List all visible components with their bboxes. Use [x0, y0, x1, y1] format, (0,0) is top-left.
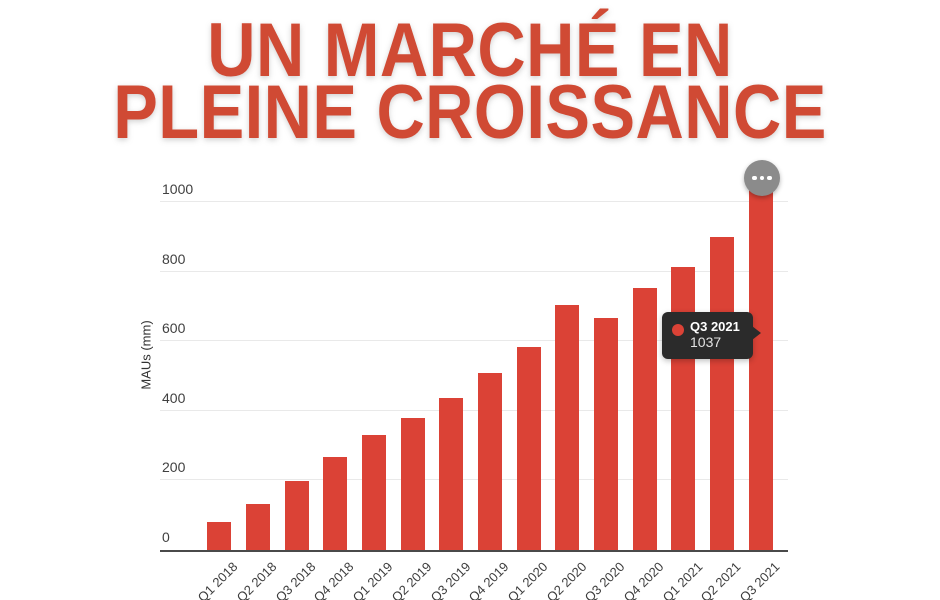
tooltip-value: 1037 [690, 334, 722, 350]
x-tick-label-q3-2021: Q3 2021 [736, 559, 783, 600]
bar-q2-2021[interactable] [710, 237, 735, 550]
bar-q2-2018[interactable] [246, 503, 270, 550]
bar-q3-2019[interactable] [439, 397, 464, 550]
bar-slot [277, 185, 316, 550]
bar-slot [316, 185, 355, 550]
bar-slot [741, 185, 780, 550]
bar-q3-2021[interactable] [748, 189, 773, 550]
y-axis-title: MAUs (mm) [138, 320, 154, 390]
x-tick-slot: Q3 2020 [582, 554, 628, 600]
bar-q2-2019[interactable] [400, 417, 425, 550]
page-title-line1: UN MARCHÉ EN [207, 8, 733, 93]
y-tick-label-1000: 1000 [162, 181, 194, 198]
x-tick-slot: Q3 2021 [736, 554, 782, 600]
bar-slot [548, 185, 587, 550]
bar-q4-2020[interactable] [632, 287, 657, 550]
y-tick-label-400: 400 [162, 389, 186, 406]
bar-slot [239, 185, 278, 550]
y-tick-label-600: 600 [162, 320, 186, 337]
bar-q1-2020[interactable] [516, 347, 541, 550]
bar-slot [703, 185, 742, 550]
bar-slot [432, 185, 471, 550]
bar-slot [509, 185, 548, 550]
gridline-800 [160, 270, 788, 272]
tooltip-series-dot-icon [672, 324, 684, 336]
ellipsis-icon [767, 175, 772, 181]
bar-q3-2018[interactable] [284, 481, 309, 550]
more-options-button[interactable] [744, 160, 780, 196]
bars-container [160, 185, 788, 550]
bar-q4-2018[interactable] [323, 456, 348, 550]
bar-q1-2018[interactable] [207, 522, 232, 550]
gridline-200 [160, 479, 788, 481]
page-title-line2: PLEINE CROISSANCE [113, 70, 827, 155]
x-tick-slot: Q2 2019 [388, 554, 434, 600]
bar-q3-2020[interactable] [594, 317, 619, 550]
tooltip-category-label: Q3 2021 [690, 319, 740, 334]
bar-q1-2021[interactable] [671, 266, 696, 550]
y-tick-label-200: 200 [162, 459, 186, 476]
bar-chart: 0 200 400 600 800 1000 [160, 181, 788, 552]
bar-q2-2020[interactable] [555, 304, 580, 550]
bar-q4-2019[interactable] [478, 372, 503, 550]
chart-tooltip: Q3 2021 1037 [662, 312, 761, 359]
x-tick-slot: Q1 2019 [350, 554, 396, 600]
bar-slot [471, 185, 510, 550]
ellipsis-icon [752, 175, 757, 181]
gridline-1000 [160, 201, 788, 203]
x-tick-slot: Q1 2020 [504, 554, 550, 600]
gridline-400 [160, 409, 788, 411]
bar-slot [587, 185, 626, 550]
bar-slot [664, 185, 703, 550]
x-axis-tick-labels: Q1 2018 Q2 2018 Q3 2018 Q4 2018 Q1 2019 Q2 20… [195, 554, 782, 600]
bar-slot [393, 185, 432, 550]
bar-slot [625, 185, 664, 550]
y-tick-label-0: 0 [162, 529, 170, 545]
gridline-600 [160, 340, 788, 342]
y-tick-label-800: 800 [162, 250, 186, 267]
bar-slot [355, 185, 394, 550]
x-tick-slot: Q2 2021 [698, 554, 744, 600]
bar-slot [200, 185, 239, 550]
page-title: UN MARCHÉ EN PLEINE CROISSANCE [56, 8, 883, 155]
x-tick-slot: Q4 2020 [620, 554, 666, 600]
ellipsis-icon [759, 175, 765, 181]
x-tick-slot: Q4 2019 [466, 554, 512, 600]
x-tick-slot: Q2 2018 [234, 554, 280, 600]
bar-q1-2019[interactable] [362, 434, 387, 550]
